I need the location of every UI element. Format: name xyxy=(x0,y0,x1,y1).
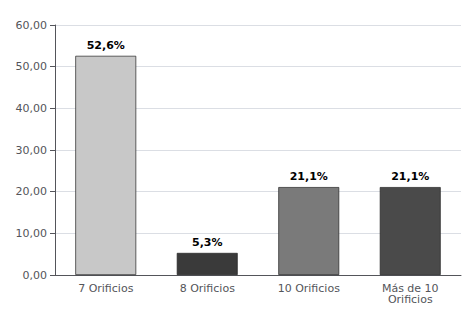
svg-text:40,00: 40,00 xyxy=(16,102,48,115)
svg-text:21,1%: 21,1% xyxy=(290,170,328,183)
svg-text:20,00: 20,00 xyxy=(16,185,48,198)
svg-text:30,00: 30,00 xyxy=(16,144,48,157)
svg-text:0,00: 0,00 xyxy=(23,269,48,282)
svg-text:5,3%: 5,3% xyxy=(192,236,223,249)
svg-text:7 Orificios: 7 Orificios xyxy=(78,282,133,295)
svg-text:8 Orificios: 8 Orificios xyxy=(180,282,235,295)
svg-text:60,00: 60,00 xyxy=(16,19,48,32)
svg-text:Orificios: Orificios xyxy=(388,293,433,306)
svg-text:10,00: 10,00 xyxy=(16,227,48,240)
svg-text:52,6%: 52,6% xyxy=(87,39,125,52)
svg-text:21,1%: 21,1% xyxy=(391,170,429,183)
svg-text:50,00: 50,00 xyxy=(16,60,48,73)
svg-text:Más de 10: Más de 10 xyxy=(381,282,439,295)
svg-text:10 Orificios: 10 Orificios xyxy=(278,282,340,295)
